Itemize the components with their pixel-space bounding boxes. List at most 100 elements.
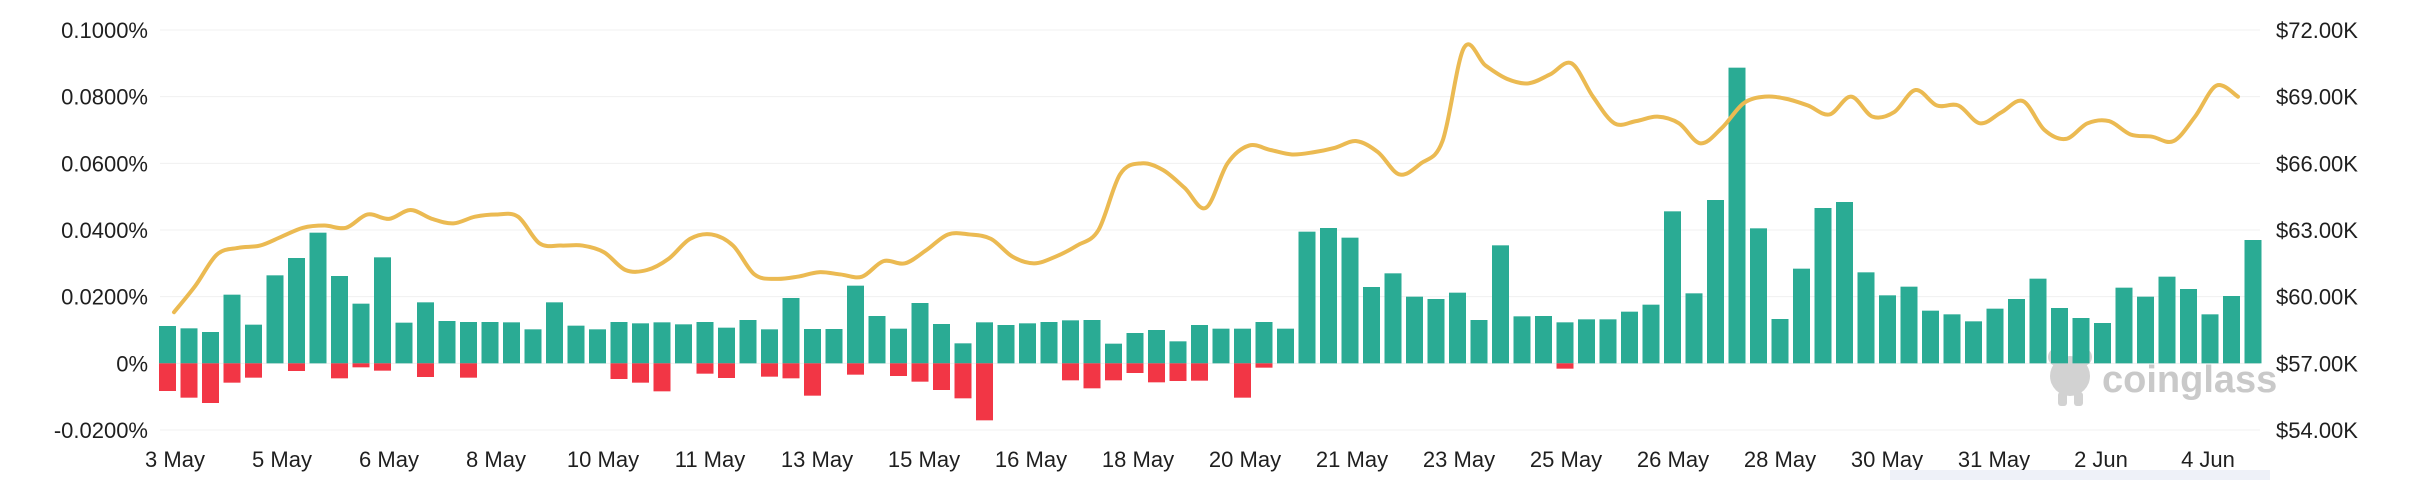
bar-negative xyxy=(933,363,950,390)
bar-positive xyxy=(1685,293,1703,364)
bar-positive xyxy=(1814,208,1832,364)
bar-positive xyxy=(1341,237,1359,364)
bar-negative xyxy=(696,363,714,374)
x-tick-label: 16 May xyxy=(995,447,1067,472)
bar-positive xyxy=(2223,296,2240,364)
bottom-panel-edge xyxy=(1890,470,2270,480)
x-tick-label: 26 May xyxy=(1637,447,1709,472)
bar-negative xyxy=(804,363,821,396)
bar-positive xyxy=(1664,211,1681,364)
bar-positive xyxy=(1191,325,1208,364)
bar-positive xyxy=(352,303,370,364)
bar-positive xyxy=(589,329,606,364)
bar-positive xyxy=(2244,240,2262,364)
bar-positive xyxy=(1277,328,1294,364)
bar-negative xyxy=(1126,363,1144,373)
bar-positive xyxy=(309,232,327,364)
bar-series xyxy=(159,67,2262,421)
price-line xyxy=(172,42,2240,315)
bar-positive xyxy=(1320,228,1337,364)
bar-positive xyxy=(2115,287,2133,364)
y-axis-left: 0.1000% 0.0800% 0.0600% 0.0400% 0.0200% 0% -0.… xyxy=(54,18,148,443)
bar-positive xyxy=(331,276,348,364)
bar-negative xyxy=(460,363,477,378)
bar-negative xyxy=(632,363,649,383)
bar-positive xyxy=(782,298,800,364)
bar-positive xyxy=(1234,328,1251,364)
bar-positive xyxy=(1427,299,1445,364)
bar-positive xyxy=(997,325,1015,364)
bar-positive xyxy=(1019,323,1036,364)
y-left-tick-label: 0.0800% xyxy=(61,85,148,110)
bar-positive xyxy=(1707,200,1724,364)
bar-positive xyxy=(976,322,993,364)
bar-negative xyxy=(1169,363,1187,381)
bar-negative xyxy=(1062,363,1079,381)
y-right-tick-label: $69.00K xyxy=(2276,85,2358,110)
bar-positive xyxy=(417,302,434,364)
bar-positive xyxy=(1836,202,1853,364)
bar-positive xyxy=(567,325,585,364)
bar-positive xyxy=(2051,308,2068,364)
bar-positive xyxy=(804,329,821,364)
bar-positive xyxy=(847,285,864,364)
x-tick-label: 30 May xyxy=(1851,447,1923,472)
bar-positive xyxy=(1513,316,1531,364)
bar-negative xyxy=(890,363,907,376)
bar-positive xyxy=(761,329,778,364)
bar-negative xyxy=(954,363,972,399)
bar-positive xyxy=(1922,310,1939,364)
bar-positive xyxy=(1406,296,1423,364)
y-right-tick-label: $57.00K xyxy=(2276,351,2358,376)
bar-positive xyxy=(2137,296,2154,364)
y-axis-right: $72.00K $69.00K $66.00K $63.00K $60.00K $57.0… xyxy=(2276,18,2358,443)
bar-negative xyxy=(245,363,262,378)
bar-positive xyxy=(933,324,950,364)
bar-positive xyxy=(460,322,477,364)
bar-positive xyxy=(2158,276,2176,364)
bar-positive xyxy=(1492,245,1509,364)
bar-positive xyxy=(1728,67,1746,364)
bar-positive xyxy=(1040,322,1058,364)
bar-positive xyxy=(610,322,628,364)
bar-positive xyxy=(180,328,198,364)
bar-positive xyxy=(159,326,176,364)
bar-positive xyxy=(653,322,671,364)
bar-positive xyxy=(1535,316,1552,364)
bar-positive xyxy=(1470,320,1488,364)
bar-positive xyxy=(911,303,929,364)
bar-positive xyxy=(2094,323,2111,364)
bar-positive xyxy=(1857,272,1875,364)
x-tick-label: 20 May xyxy=(1209,447,1281,472)
bar-positive xyxy=(1943,314,1961,364)
bar-positive xyxy=(1793,268,1810,364)
x-tick-label: 23 May xyxy=(1423,447,1495,472)
x-tick-label: 5 May xyxy=(252,447,312,472)
bar-negative xyxy=(782,363,800,379)
bar-positive xyxy=(1298,231,1316,364)
x-tick-label: 31 May xyxy=(1958,447,2030,472)
bar-positive xyxy=(1148,330,1165,364)
bar-negative xyxy=(847,363,864,375)
y-right-tick-label: $72.00K xyxy=(2276,18,2358,43)
x-tick-label: 13 May xyxy=(781,447,853,472)
bar-positive xyxy=(954,343,972,364)
price-line-series xyxy=(172,42,2240,315)
bar-positive xyxy=(2029,278,2047,364)
x-axis: 3 May 5 May 6 May 8 May 10 May 11 May 13 May 15… xyxy=(145,447,2235,472)
bar-positive xyxy=(1879,295,1896,364)
y-left-tick-label: 0% xyxy=(116,351,148,376)
bar-positive xyxy=(1965,321,1982,364)
bar-positive xyxy=(1384,273,1402,364)
x-tick-label: 3 May xyxy=(145,447,205,472)
bar-positive xyxy=(868,316,886,364)
bar-negative xyxy=(1255,363,1273,368)
bar-positive xyxy=(675,324,692,364)
y-right-tick-label: $54.00K xyxy=(2276,418,2358,443)
bar-positive xyxy=(1169,341,1187,364)
bar-positive xyxy=(2008,299,2025,364)
bar-positive xyxy=(223,294,241,364)
x-tick-label: 25 May xyxy=(1530,447,1602,472)
x-tick-label: 2 Jun xyxy=(2074,447,2128,472)
bar-positive xyxy=(524,329,542,364)
